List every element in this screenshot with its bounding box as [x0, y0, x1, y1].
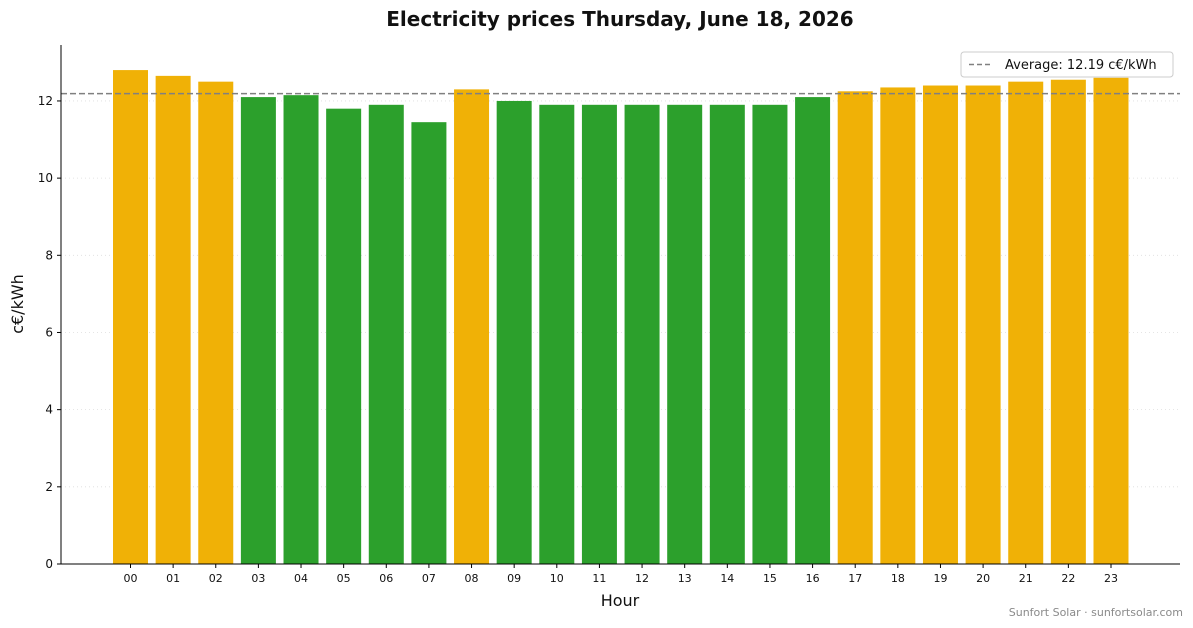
bar-02 — [198, 81, 234, 564]
x-tick-label-08: 08 — [465, 572, 479, 585]
x-tick-label-05: 05 — [337, 572, 351, 585]
y-ticks: 0 2 4 6 8 10 12 — [38, 94, 61, 571]
x-tick-label-07: 07 — [422, 572, 436, 585]
x-tick-label-01: 01 — [166, 572, 180, 585]
bar-20 — [965, 85, 1001, 565]
x-tick-label-13: 13 — [678, 572, 692, 585]
bar-01 — [155, 75, 191, 565]
x-tick-label-10: 10 — [550, 572, 564, 585]
bar-07 — [411, 122, 447, 565]
bar-21 — [1008, 81, 1044, 564]
bar-16 — [795, 97, 831, 565]
bar-03 — [240, 97, 276, 565]
x-tick-label-19: 19 — [933, 572, 947, 585]
bar-04 — [283, 95, 319, 564]
x-tick-label-06: 06 — [379, 572, 393, 585]
bar-08 — [454, 89, 490, 565]
x-tick-label-11: 11 — [592, 572, 606, 585]
x-tick-label-15: 15 — [763, 572, 777, 585]
bar-12 — [624, 104, 660, 564]
x-tick-label-00: 00 — [124, 572, 138, 585]
x-tick-label-04: 04 — [294, 572, 308, 585]
bars — [113, 70, 1129, 565]
bar-23 — [1093, 77, 1129, 564]
bar-13 — [667, 104, 703, 564]
x-tick-label-18: 18 — [891, 572, 905, 585]
bar-05 — [326, 108, 362, 565]
chart-title: Electricity prices Thursday, June 18, 20… — [386, 7, 853, 31]
bar-18 — [880, 87, 916, 564]
y-tick-label-4: 4 — [45, 403, 53, 417]
x-tick-label-02: 02 — [209, 572, 223, 585]
bar-06 — [368, 104, 404, 564]
x-tick-label-12: 12 — [635, 572, 649, 585]
bar-09 — [496, 100, 532, 565]
y-tick-label-0: 0 — [45, 557, 53, 571]
y-tick-label-2: 2 — [45, 480, 53, 494]
y-tick-label-12: 12 — [38, 94, 53, 108]
x-tick-label-03: 03 — [251, 572, 265, 585]
legend: Average: 12.19 c€/kWh — [960, 51, 1174, 78]
x-tick-label-14: 14 — [720, 572, 734, 585]
bar-15 — [752, 104, 788, 564]
x-tick-label-17: 17 — [848, 572, 862, 585]
legend-average-label: Average: 12.19 c€/kWh — [1005, 58, 1157, 73]
x-tick-label-09: 09 — [507, 572, 521, 585]
x-tick-label-22: 22 — [1061, 572, 1075, 585]
x-tick-label-20: 20 — [976, 572, 990, 585]
y-axis-label: c€/kWh — [8, 274, 27, 334]
bar-11 — [581, 104, 617, 564]
x-tick-label-16: 16 — [806, 572, 820, 585]
bar-14 — [709, 104, 745, 564]
x-ticks: 00 01 02 03 04 05 06 07 08 09 10 11 12 13 14 15 16 17 18 19… — [124, 564, 1118, 585]
bar-19 — [922, 85, 958, 565]
axes — [60, 45, 1180, 565]
legend-box — [960, 51, 1174, 78]
y-tick-label-10: 10 — [38, 171, 53, 185]
footer-credit: Sunfort Solar · sunfortsolar.com — [1008, 606, 1183, 619]
bar-17 — [837, 91, 873, 564]
bar-00 — [113, 70, 148, 564]
bar-10 — [539, 104, 575, 564]
y-tick-label-8: 8 — [45, 248, 53, 262]
y-tick-label-6: 6 — [45, 325, 53, 339]
x-tick-label-21: 21 — [1019, 572, 1033, 585]
x-axis-label: Hour — [601, 591, 640, 610]
x-tick-label-23: 23 — [1104, 572, 1118, 585]
bar-22 — [1050, 79, 1086, 564]
